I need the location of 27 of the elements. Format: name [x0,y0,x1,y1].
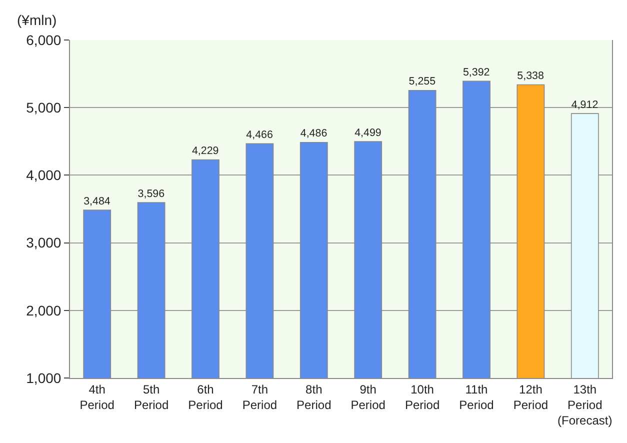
data-label: 3,596 [138,188,165,200]
x-tick-label: 6th Period [188,382,223,412]
data-label: 5,255 [408,76,436,88]
data-label: 5,392 [462,66,490,78]
y-tick-label: 3,000 [26,234,62,251]
x-tick-label: 12th Period [513,382,548,412]
data-label: 4,912 [571,98,598,111]
y-tick-label: 5,000 [26,100,62,116]
x-tick-label: 8th Period [296,382,332,412]
x-tick-label: 7th Period [242,382,278,412]
data-label: 4,229 [192,145,219,158]
x-tick-label: 9th Period [350,382,386,412]
y-tick-label: 1,000 [26,370,62,386]
data-label: 4,499 [354,126,382,139]
x-tick-label: 11th Period [459,382,494,412]
data-label: 4,466 [246,129,273,142]
data-label: 4,486 [300,128,328,140]
data-label: 3,484 [84,195,110,208]
x-tick-label: 13th Period (Forecast) [558,382,612,428]
y-tick-label: 4,000 [26,167,62,184]
y-tick-label: 2,000 [26,302,62,318]
x-tick-label: 4th Period [80,382,114,412]
y-axis-title: (¥mln) [17,12,57,28]
data-label: 5,338 [517,70,544,82]
x-tick-label: 5th Period [134,382,169,412]
y-tick-label: 6,000 [26,32,62,48]
x-tick-label: 10th Period [404,382,440,412]
